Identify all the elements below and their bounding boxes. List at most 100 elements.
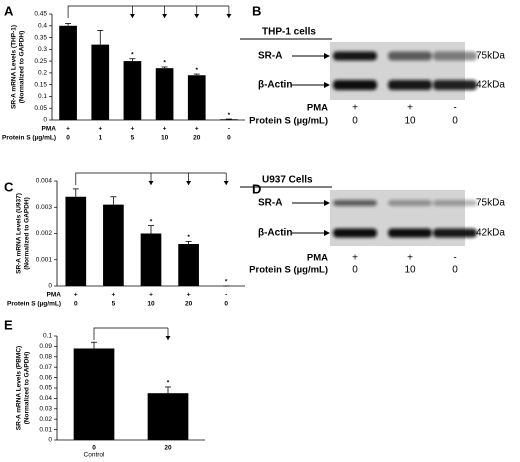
error-bar bbox=[72, 188, 79, 197]
arrow-head bbox=[324, 82, 330, 88]
y-tick-label: 0 bbox=[48, 437, 52, 444]
bracket bbox=[67, 5, 229, 18]
y-tick-label: 0.25 bbox=[34, 58, 47, 65]
y-tick-label: 0.1 bbox=[38, 93, 47, 100]
error-bar bbox=[148, 225, 154, 234]
y-tick-label: 0.02 bbox=[39, 416, 52, 423]
arrow-head bbox=[186, 181, 192, 185]
protein-row-label: Protein S (µg/mL) bbox=[249, 116, 328, 127]
panel-letter: D bbox=[252, 181, 261, 196]
significance-mark: * bbox=[228, 112, 231, 119]
bar bbox=[73, 348, 115, 440]
panel-letter: A bbox=[4, 3, 14, 18]
pma-label: + bbox=[98, 126, 102, 133]
protein-s-label: 0 bbox=[352, 116, 358, 127]
y-tick-label: 0.03 bbox=[39, 406, 52, 413]
arrow-head bbox=[162, 14, 168, 18]
pma-label: - bbox=[453, 253, 456, 264]
blot-title: U937 Cells bbox=[262, 175, 313, 186]
error-bar bbox=[97, 30, 104, 45]
blot-title: THP-1 cells bbox=[262, 27, 316, 38]
arrow-head bbox=[324, 200, 330, 206]
x-sublabel: Control bbox=[84, 452, 106, 459]
y-tick-label: 0.01 bbox=[39, 426, 52, 433]
arrow-head bbox=[165, 336, 171, 340]
bar bbox=[147, 393, 189, 440]
pma-label: + bbox=[149, 292, 153, 299]
blot-band bbox=[333, 200, 377, 206]
y-tick-label: 0.05 bbox=[34, 105, 47, 112]
y-tick-label: 0.004 bbox=[36, 178, 53, 185]
error-bar bbox=[65, 23, 72, 26]
blot-band bbox=[433, 200, 477, 206]
pma-label: + bbox=[112, 292, 116, 299]
pma-label: + bbox=[407, 253, 413, 264]
blot-band bbox=[333, 51, 377, 61]
size-label: 75kDa bbox=[476, 51, 505, 62]
panel-letter: C bbox=[4, 179, 14, 194]
x-tick-label: 20 bbox=[193, 135, 201, 142]
y-tick-label: 0.04 bbox=[39, 395, 52, 402]
bar bbox=[155, 68, 174, 120]
x-tick-label: 0 bbox=[66, 135, 70, 142]
protein-label: SR-A bbox=[258, 51, 282, 62]
pma-label: + bbox=[407, 103, 413, 114]
bar bbox=[178, 244, 199, 286]
y-tick-label: 0.09 bbox=[39, 343, 52, 350]
x-tick-label: 5 bbox=[112, 301, 116, 308]
x-tick-label: 1 bbox=[98, 135, 102, 142]
y-tick-label: 0.3 bbox=[38, 46, 47, 53]
significance-mark: * bbox=[195, 67, 198, 74]
arrow-head bbox=[194, 14, 200, 18]
bar bbox=[187, 75, 206, 120]
blot-band bbox=[388, 228, 432, 238]
blot-membrane bbox=[330, 190, 465, 246]
pma-row-label: PMA bbox=[307, 103, 328, 114]
x-tick-label: 5 bbox=[131, 135, 135, 142]
x-tick-label: 0 bbox=[74, 301, 78, 308]
blot-band bbox=[433, 51, 477, 61]
blot-band bbox=[333, 80, 377, 90]
x-tick-label: 0 bbox=[227, 135, 231, 142]
blot-band bbox=[433, 80, 477, 90]
pma-label: - bbox=[225, 292, 227, 299]
pma-label: + bbox=[131, 126, 135, 133]
blot-band bbox=[433, 228, 477, 238]
arrow-head bbox=[223, 181, 229, 185]
y-tick-label: 0 bbox=[48, 283, 52, 290]
x-tick-label: 20 bbox=[185, 301, 193, 308]
arrow-head bbox=[129, 14, 135, 18]
x-tick-label: 0 bbox=[92, 445, 96, 452]
size-label: 75kDa bbox=[476, 198, 505, 209]
y-tick-label: 0.15 bbox=[34, 81, 47, 88]
y-tick-label: 0.45 bbox=[34, 11, 47, 18]
size-label: 42kDa bbox=[476, 228, 505, 239]
y-tick-label: 0.35 bbox=[34, 34, 47, 41]
protein-label: β-Actin bbox=[258, 228, 292, 239]
protein-s-label: 10 bbox=[404, 265, 416, 276]
bar bbox=[59, 25, 77, 120]
pma-label: + bbox=[66, 126, 70, 133]
bar bbox=[140, 233, 162, 286]
y-tick-label: 0.06 bbox=[39, 374, 52, 381]
error-bar bbox=[165, 386, 171, 394]
y-tick-label: 0.1 bbox=[43, 333, 52, 340]
error-bar bbox=[91, 341, 97, 349]
significance-mark: * bbox=[163, 60, 166, 67]
protein-s-label: 0 bbox=[452, 265, 458, 276]
row-label: Protein S (µg/mL) bbox=[2, 135, 56, 142]
significance-mark: * bbox=[225, 279, 228, 286]
error-bar bbox=[161, 66, 168, 69]
bar bbox=[65, 196, 87, 286]
y-tick-label: 0.2 bbox=[38, 70, 47, 77]
blot-band bbox=[388, 51, 432, 61]
bracket bbox=[75, 172, 227, 185]
y-tick-label: 0.05 bbox=[39, 385, 52, 392]
pma-row-label: PMA bbox=[307, 253, 328, 264]
y-axis-label: (Normalized to GAPDH) bbox=[24, 197, 31, 270]
pma-label: + bbox=[352, 103, 358, 114]
size-label: 42kDa bbox=[476, 80, 505, 91]
error-bar bbox=[185, 240, 192, 244]
pma-label: + bbox=[74, 292, 78, 299]
